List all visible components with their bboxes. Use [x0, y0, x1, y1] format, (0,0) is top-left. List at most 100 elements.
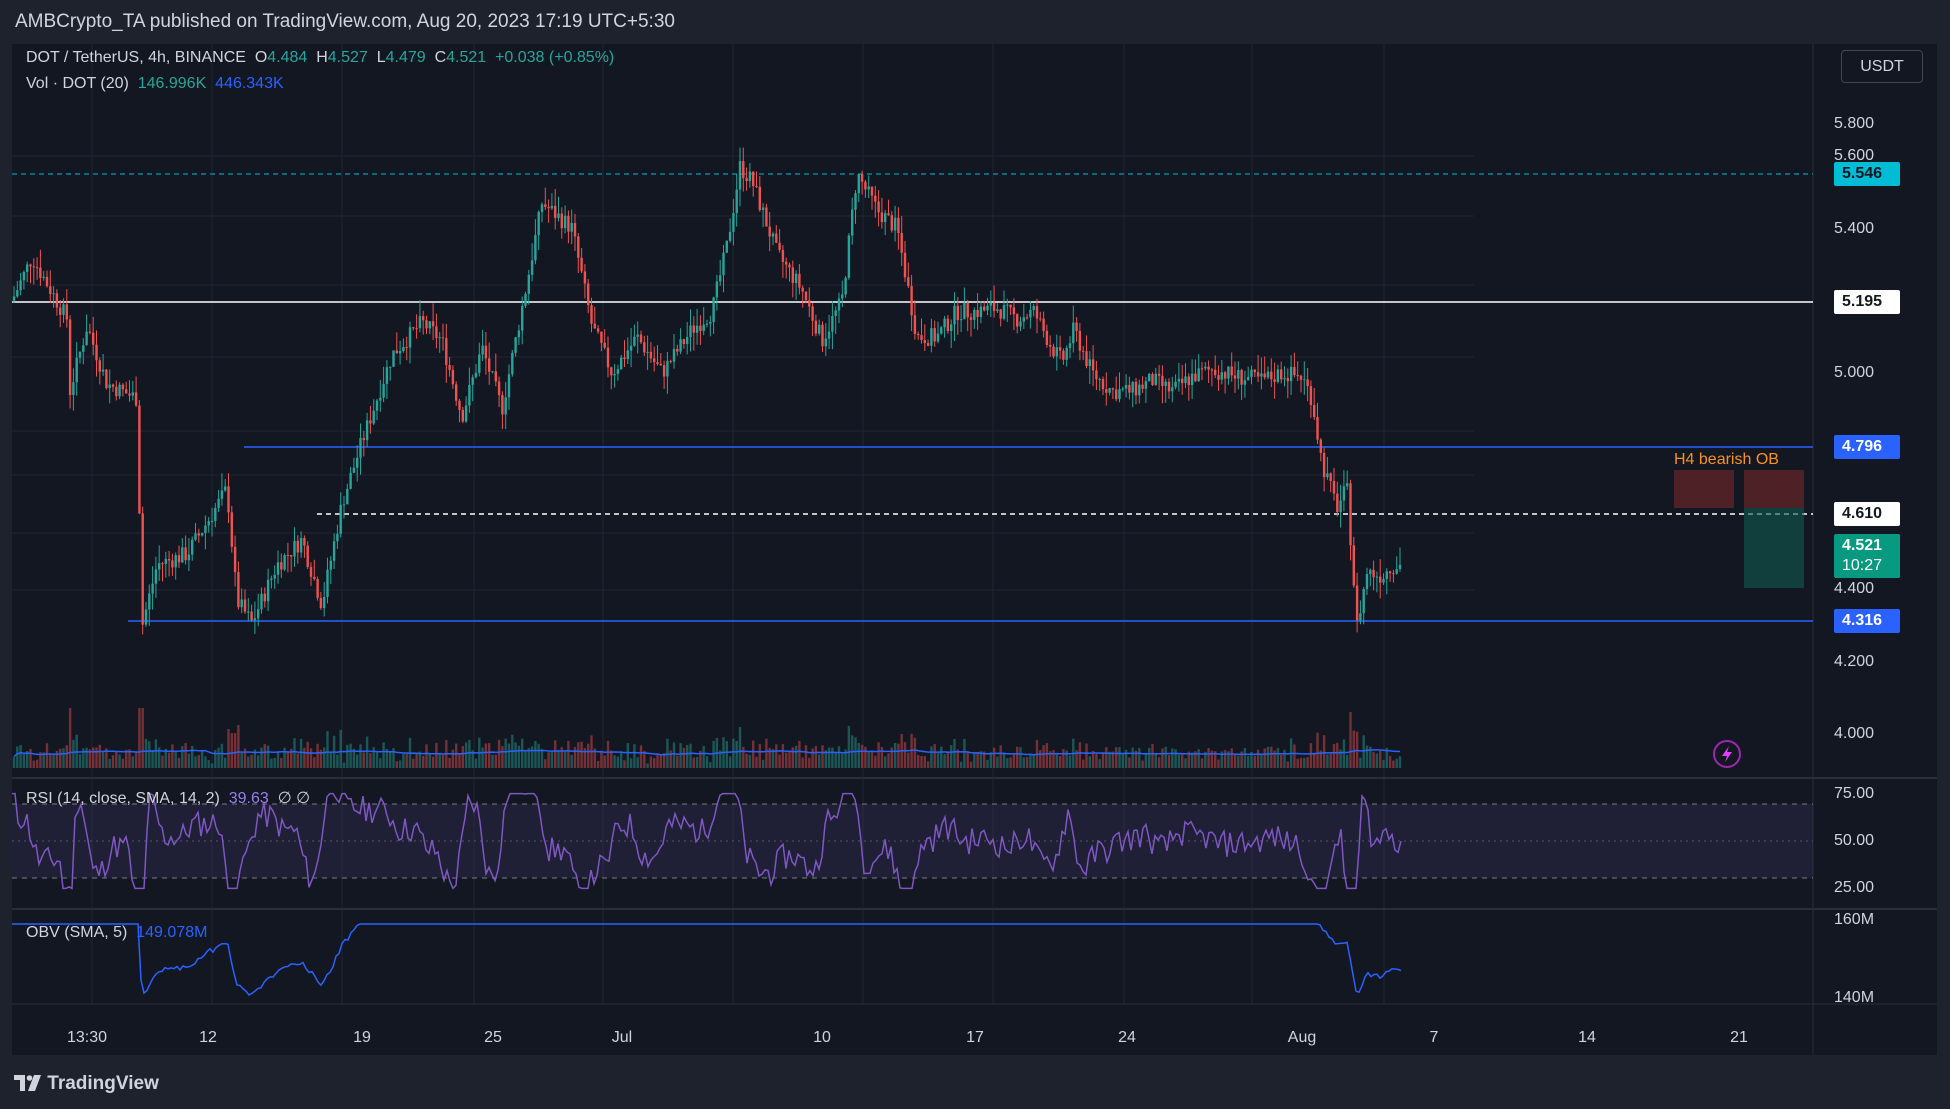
last-price-tag[interactable]: 4.521 10:27: [1834, 534, 1900, 578]
bearish-order-block-extension[interactable]: [1744, 470, 1804, 508]
volume-bar: [1398, 756, 1402, 768]
volume-bar: [131, 756, 134, 768]
volume-bar: [422, 755, 425, 768]
obv-label[interactable]: OBV (SMA, 5): [26, 924, 128, 941]
level-tag-4610[interactable]: 4.610: [1834, 502, 1900, 526]
volume-bar: [296, 753, 299, 768]
candle-body: [26, 264, 29, 272]
candle-body: [1009, 304, 1012, 308]
volume-bar: [847, 725, 851, 768]
candle-body: [1346, 483, 1349, 487]
volume-bar: [969, 761, 973, 768]
volume-bar: [537, 743, 540, 768]
tradingview-footer[interactable]: TradingView: [14, 1068, 159, 1100]
volume-bar: [524, 751, 527, 768]
volume-legend[interactable]: Vol · DOT (20) 146.996K 446.343K: [26, 75, 284, 93]
volume-bar: [1190, 752, 1194, 768]
candle-body: [907, 277, 910, 286]
volume-bar: [702, 746, 705, 768]
volume-bar: [263, 744, 266, 768]
bearish-order-block[interactable]: [1674, 470, 1734, 508]
rsi-legend[interactable]: RSI (14, close, SMA, 14, 2) 39.63 ∅ ∅: [26, 788, 310, 808]
candle-body: [837, 298, 841, 311]
volume-label[interactable]: Vol · DOT (20): [26, 75, 129, 92]
volume-bar: [570, 754, 573, 768]
candle-body: [191, 539, 194, 555]
candle-body: [1154, 373, 1157, 385]
volume-bar: [834, 752, 837, 768]
candle-body: [415, 328, 418, 330]
volume-bar: [1157, 757, 1161, 768]
candle-body: [606, 347, 610, 368]
candle-body: [950, 324, 953, 332]
candle-body: [111, 384, 115, 387]
volume-bar: [712, 740, 715, 768]
candle-body: [362, 437, 365, 441]
candle-body: [98, 360, 101, 372]
volume-bar: [897, 743, 900, 768]
volume-bar: [290, 748, 293, 768]
volume-bar: [1352, 730, 1355, 768]
candle-body: [514, 337, 517, 353]
candle-body: [870, 186, 874, 196]
volume-bar: [224, 757, 227, 768]
lightning-icon[interactable]: [1713, 740, 1741, 768]
candle-body: [844, 277, 847, 295]
volume-bar: [26, 751, 29, 768]
volume-bar: [148, 741, 151, 768]
obv-legend[interactable]: OBV (SMA, 5) 149.078M: [26, 924, 207, 942]
candle-body: [164, 558, 167, 564]
level-tag-5546[interactable]: 5.546: [1834, 162, 1900, 186]
candle-body: [590, 305, 593, 324]
candle-body: [217, 498, 220, 508]
ob-annotation[interactable]: H4 bearish OB: [1674, 451, 1779, 468]
volume-bar: [695, 757, 699, 768]
level-tag-4796[interactable]: 4.796: [1834, 435, 1900, 459]
level-tag-4316[interactable]: 4.316: [1834, 609, 1900, 633]
chart-frame[interactable]: DOT / TetherUS, 4h, BINANCE O4.484 H4.52…: [12, 44, 1937, 1055]
ohlc-legend[interactable]: DOT / TetherUS, 4h, BINANCE O4.484 H4.52…: [26, 49, 615, 66]
candle-body: [656, 362, 659, 364]
volume-bar: [55, 750, 59, 768]
currency-button[interactable]: USDT: [1841, 50, 1923, 83]
volume-bar: [662, 753, 666, 768]
candle-body: [725, 240, 728, 253]
candle-body: [167, 558, 171, 561]
candle-body: [1276, 369, 1280, 382]
candle-body: [860, 174, 864, 182]
volume-bar: [191, 745, 194, 768]
volume-bar: [187, 753, 191, 768]
candle-body: [1283, 378, 1286, 380]
volume-bar: [1375, 753, 1379, 768]
time-tick: Aug: [1287, 1029, 1317, 1046]
candle-body: [973, 309, 976, 320]
candle-body: [1362, 589, 1365, 614]
volume-bar: [1256, 749, 1260, 768]
rsi-label[interactable]: RSI (14, close, SMA, 14, 2): [26, 790, 220, 807]
level-tag-5195[interactable]: 5.195: [1834, 290, 1900, 314]
candle-body: [1045, 330, 1049, 345]
candlestick-series: [12, 147, 1402, 635]
candle-body: [646, 351, 649, 353]
volume-bar: [200, 751, 204, 768]
chart-canvas[interactable]: [12, 44, 1937, 1055]
candle-body: [210, 520, 214, 522]
candle-body: [59, 307, 62, 315]
symbol-label[interactable]: DOT / TetherUS, 4h, BINANCE: [26, 49, 246, 66]
volume-bar: [646, 763, 649, 768]
volume-bar: [933, 744, 936, 768]
candle-body: [1002, 305, 1006, 319]
volume-bar: [705, 756, 709, 768]
candle-body: [1012, 307, 1016, 315]
candle-body: [412, 327, 415, 329]
volume-bar: [989, 752, 992, 768]
volume-bar: [831, 747, 834, 768]
grid: [12, 44, 1474, 1004]
candle-body: [1022, 317, 1025, 322]
candle-body: [428, 321, 431, 329]
price-tick: 5.800: [1834, 115, 1875, 132]
volume-bar: [362, 752, 365, 768]
position-target-zone[interactable]: [1744, 508, 1804, 588]
volume-bar: [940, 746, 943, 768]
volume-bar: [1151, 744, 1154, 768]
